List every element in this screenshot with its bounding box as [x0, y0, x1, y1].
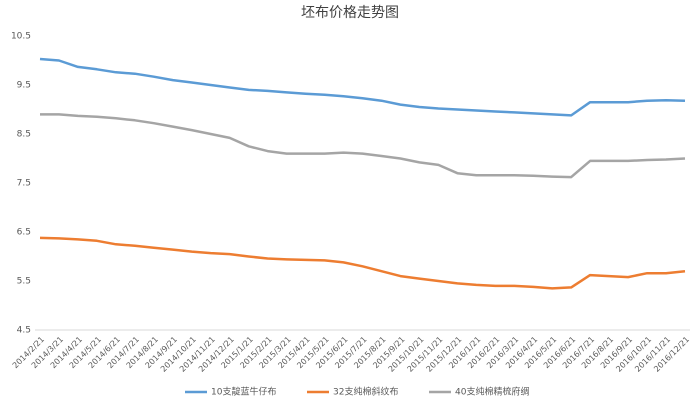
- legend-label: 32支纯棉斜纹布: [333, 386, 398, 398]
- legend-label: 10支靛蓝牛仔布: [211, 386, 276, 398]
- y-tick-label: 6.5: [17, 228, 31, 238]
- series-line: [39, 236, 686, 290]
- y-tick-label: 7.5: [17, 179, 31, 189]
- series-line: [40, 113, 686, 179]
- legend-label: 40支纯棉精梳府绸: [455, 386, 529, 398]
- y-tick-label: 4.5: [17, 326, 31, 336]
- series-line: [39, 57, 686, 117]
- y-tick-label: 10.5: [11, 32, 31, 42]
- y-tick-label: 9.5: [17, 81, 31, 91]
- chart-title: 坯布价格走势图: [301, 5, 399, 21]
- y-tick-label: 5.5: [17, 277, 31, 287]
- y-tick-label: 8.5: [17, 130, 31, 140]
